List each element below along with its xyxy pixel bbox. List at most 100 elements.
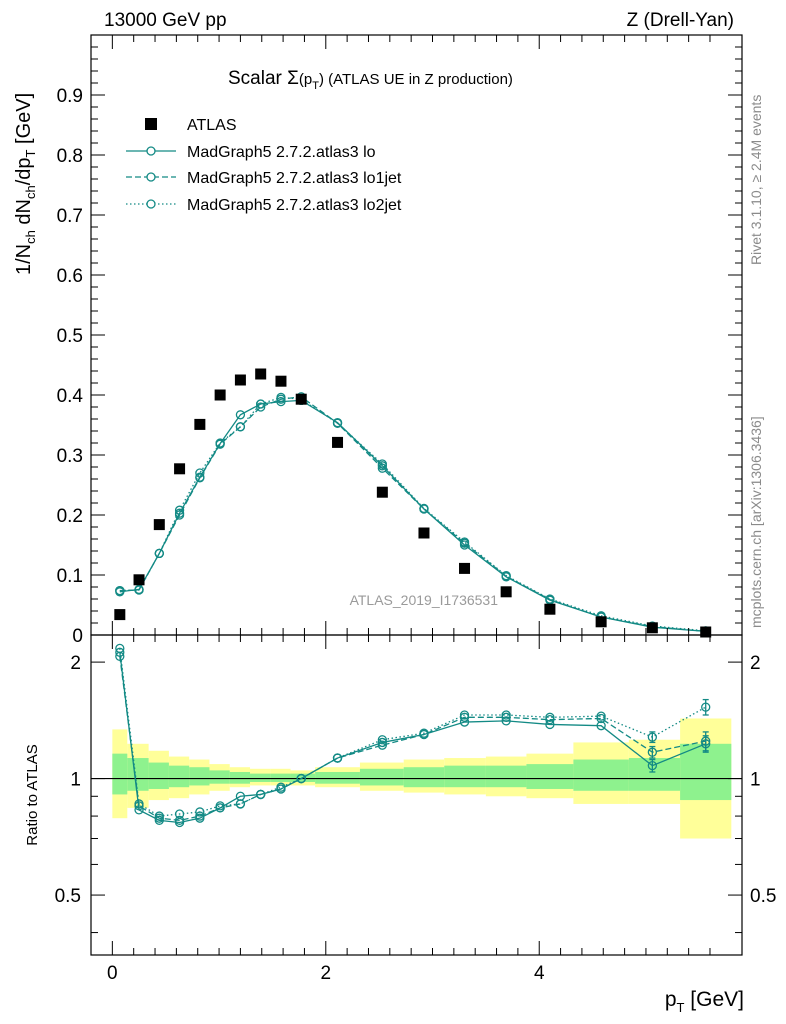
atlas-data-point [500,586,512,598]
main-y-axis: 0 0.1 0.2 0.3 0.4 0.5 0.6 0.7 0.8 0.9 [57,34,742,647]
series-line [119,396,706,632]
uncertainty-band-inner [229,771,251,784]
main-y-tick-label: 0.7 [57,206,83,227]
series-marker [377,463,387,473]
ratio-marker [701,736,711,746]
atlas-data-point [133,574,145,586]
atlas-data-point [544,603,556,615]
ratio-marker [377,740,387,750]
series-marker [195,473,205,483]
ratio-marker [174,809,185,819]
legend-marker [146,172,156,182]
ratio-frame [90,634,743,956]
main-y-tick-label: 0.1 [57,566,83,587]
atlas-data-point [646,622,658,634]
ratio-marker [296,773,306,784]
ratio-marker [134,805,144,815]
ratio-marker [419,728,429,738]
series-marker [545,594,555,604]
series-marker [419,503,429,514]
uncertainty-band-inner [270,773,291,782]
x-tick-label: 0 [107,963,118,984]
ratio-marker [647,732,658,742]
atlas-data-point [700,626,712,638]
atlas-data-point [255,368,267,380]
process-label: Z (Drell-Yan) [627,10,734,31]
ratio-marker [134,799,144,809]
main-x-ticks [111,35,711,635]
series-marker [332,418,343,428]
uncertainty-band-inner [189,767,210,786]
ratio-panel: 0.5 0.5 1 1 2 2 0 2 4 Ratio to ATLAS pT [GeV] [24,634,776,1015]
energy-label: 13000 GeV pp [104,10,227,31]
uncertainty-band-inner [573,759,629,791]
legend-entry: MadGraph5 2.7.2.atlas3 lo [187,144,376,161]
ratio-y-label: Ratio to ATLAS [24,744,41,845]
x-tick-label: 4 [534,963,545,984]
ratio-marker [377,735,387,745]
ratio-marker [115,643,125,654]
main-title: Scalar Σ(pT) (ATLAS UE in Z production) [228,68,513,92]
main-plot-area [114,368,712,638]
ratio-y-axis: 0.5 0.5 1 1 2 2 [55,653,776,934]
legend-entry: MadGraph5 2.7.2.atlas3 lo1jet [187,170,402,187]
atlas-data-point [194,418,206,430]
ratio-marker [459,717,470,727]
rivet-label: Rivet 3.1.10, ≥ 2.4M events [748,95,764,265]
ratio-x-axis: 0 2 4 [107,635,711,984]
series-marker [256,402,266,412]
uncertainty-band-inner [315,771,360,784]
main-y-tick-label: 0.3 [57,446,83,467]
ratio-marker [256,789,266,800]
ratio-marker [332,753,343,763]
ratio-marker [215,801,225,811]
series-marker [459,537,470,547]
ratio-series-line [119,648,707,817]
mcplots-label: mcplots.cern.ch [arXiv:1306.3436] [748,416,764,628]
atlas-data-point [595,616,607,628]
ratio-y-tick-label-right: 2 [750,653,761,674]
ratio-marker [647,747,658,757]
watermark: ATLAS_2019_I1736531 [350,592,499,608]
uncertainty-band-inner [628,758,681,791]
ratio-marker [545,719,555,730]
series-marker [501,570,511,581]
atlas-data-point [234,374,246,386]
legend: ATLAS MadGraph5 2.7.2.atlas3 lo MadGraph5 … [126,117,402,214]
series-marker [154,548,164,559]
ratio-y-tick-label: 2 [70,653,81,674]
series-marker [377,459,387,469]
legend-entry: MadGraph5 2.7.2.atlas3 lo2jet [187,197,402,214]
legend-marker [146,146,156,156]
series-marker [115,585,125,596]
atlas-data-point [275,375,287,387]
main-y-tick-label: 0.5 [57,326,83,347]
ratio-marker [174,815,185,825]
atlas-data-point [214,389,226,401]
ratio-marker [545,712,555,722]
uncertainty-band-inner [359,768,404,786]
ratio-marker [501,710,511,720]
ratio-y-tick-label: 1 [70,770,81,791]
ratio-y-tick-label: 0.5 [55,886,81,907]
uncertainty-band-inner [209,770,230,784]
main-y-label: 1/Nch dNch/dpT [GeV] [13,93,38,275]
uncertainty-band-inner [148,762,169,789]
series-marker [235,422,246,432]
atlas-data-point [376,486,388,498]
uncertainty-band-inner [112,753,128,795]
ratio-marker [377,737,387,748]
main-y-tick-label: 0.6 [57,266,83,287]
atlas-data-point [114,609,126,621]
series-marker [256,399,266,409]
main-panel: 0 0.1 0.2 0.3 0.4 0.5 0.6 0.7 0.8 0.9 Scalar Σ(pT… [13,34,743,647]
x-axis-label: pT [GeV] [665,988,744,1015]
legend-entry: ATLAS [187,117,237,134]
series-marker [134,585,144,595]
ratio-marker [647,760,658,771]
ratio-marker [596,721,606,731]
atlas-data-point [174,463,186,475]
legend-marker [146,199,156,209]
main-y-tick-label: 0 [72,626,83,647]
